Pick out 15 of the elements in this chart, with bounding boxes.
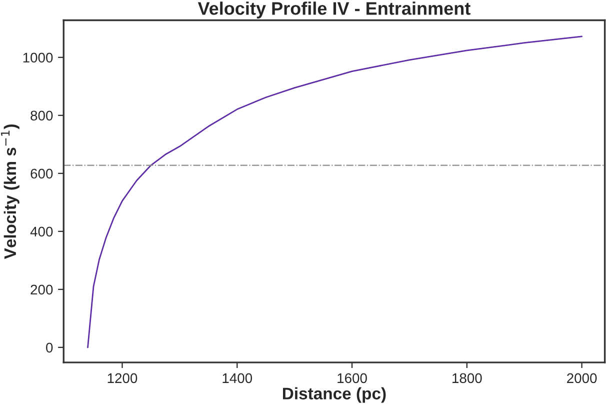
x-tick-label: 2000 <box>567 373 597 384</box>
y-tick-label: 400 <box>30 226 53 237</box>
y-axis-title: Velocity (km s$^{−1}$) <box>1 124 20 259</box>
x-tick-label: 1800 <box>452 373 482 384</box>
y-tick-label: 0 <box>46 342 53 353</box>
line-series <box>87 36 583 348</box>
y-tick-label: 800 <box>30 110 53 121</box>
y-tick-label: 200 <box>30 284 53 295</box>
x-tick-label: 1600 <box>338 373 367 384</box>
y-tick-label: 600 <box>30 168 53 179</box>
x-tick-label: 1400 <box>222 373 252 384</box>
y-tick-label: 1000 <box>23 52 53 63</box>
chart-title: Velocity Profile IV - Entrainment <box>198 2 470 18</box>
x-axis-title: Distance (pc) <box>283 387 386 403</box>
x-tick-label: 1200 <box>108 373 138 384</box>
